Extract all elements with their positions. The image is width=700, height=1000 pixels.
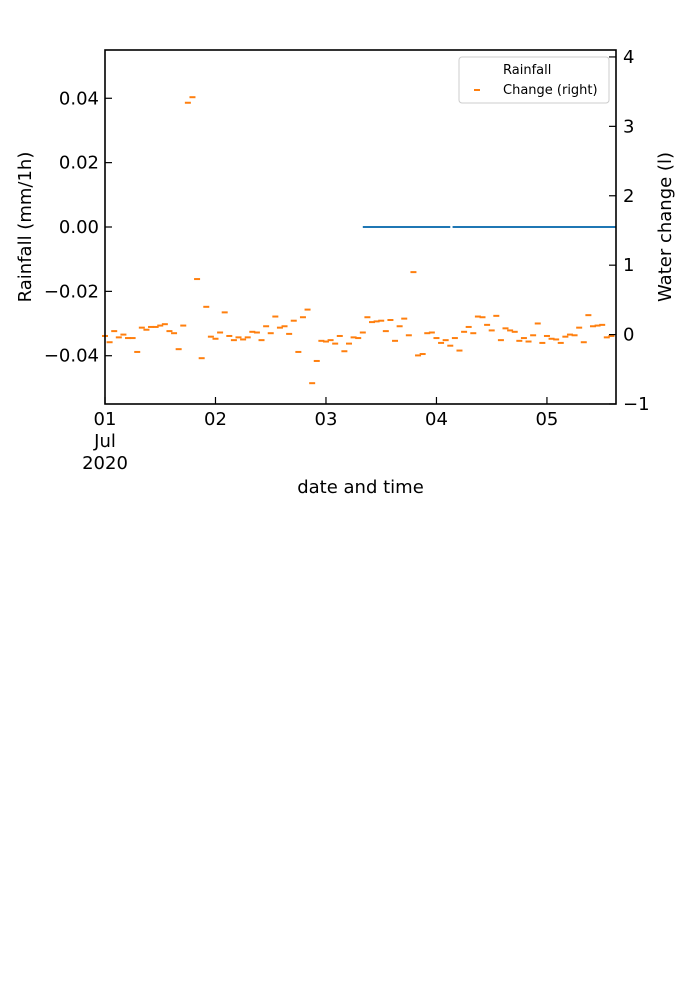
left-y-tick-label: −0.02: [44, 281, 99, 302]
plot-layer: [102, 96, 616, 385]
x-tick-label: 03: [315, 409, 338, 430]
right-y-tick-label: 3: [623, 116, 634, 137]
right-y-tick-label: 0: [623, 325, 634, 346]
plot-frame: [104, 49, 617, 405]
legend: Rainfall Change (right): [458, 56, 610, 104]
left-y-tick-label: 0.02: [59, 153, 99, 174]
legend-label-rainfall: Rainfall: [503, 63, 551, 78]
right-y-axis-label: Water change (l): [655, 152, 676, 302]
legend-box: [458, 56, 610, 104]
right-y-tick-label: −1: [623, 394, 650, 415]
legend-label-change: Change (right): [503, 83, 598, 98]
left-y-tick-label: −0.04: [44, 346, 99, 367]
x-tick-label: 05: [535, 409, 558, 430]
axes-layer: −0.04−0.020.000.020.04−10123401Jul202002…: [44, 47, 650, 474]
right-y-tick-label: 4: [623, 47, 634, 68]
left-y-tick-label: 0.04: [59, 88, 99, 109]
x-tick-label: 02: [204, 409, 227, 430]
left-y-axis-label: Rainfall (mm/1h): [15, 152, 36, 303]
x-tick-label: 2020: [82, 453, 128, 474]
left-y-tick-label: 0.00: [59, 217, 99, 238]
right-y-tick-label: 2: [623, 186, 634, 207]
x-axis-label: date and time: [297, 477, 424, 498]
right-y-tick-label: 1: [623, 255, 634, 276]
x-tick-label: Jul: [93, 431, 116, 452]
x-tick-label: 04: [425, 409, 448, 430]
x-tick-label: 01: [94, 409, 117, 430]
